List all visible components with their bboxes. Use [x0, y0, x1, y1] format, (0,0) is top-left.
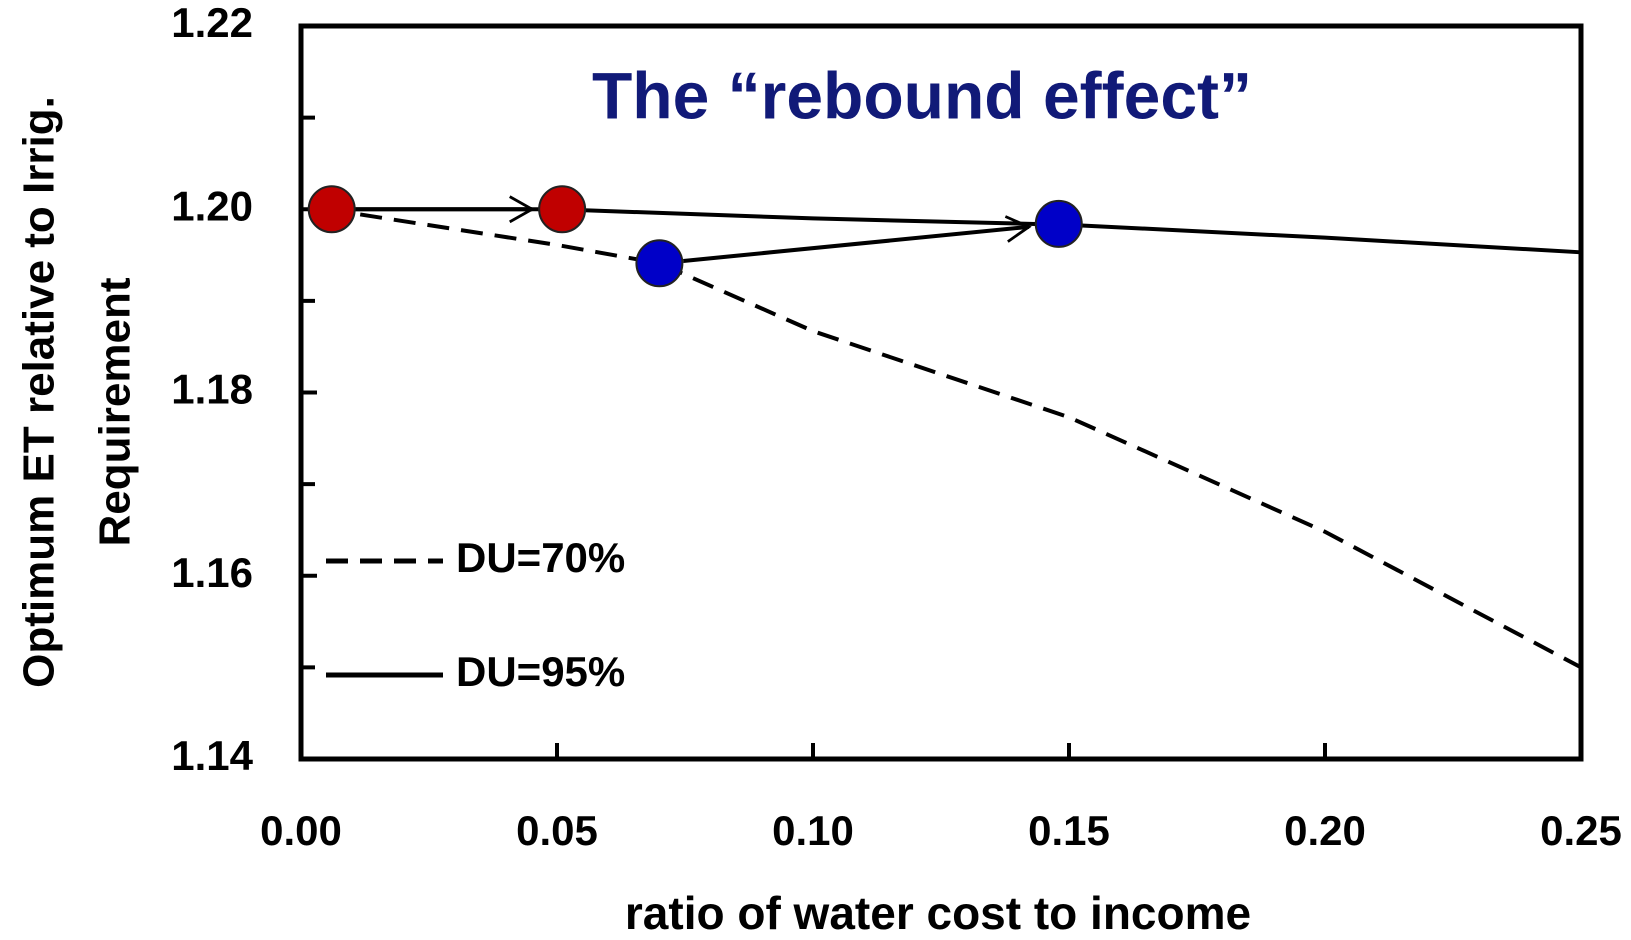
y-tick-label: 1.22 [171, 0, 253, 46]
arrow [683, 215, 1032, 263]
marker-point [635, 239, 684, 288]
y-tick-label: 1.14 [171, 732, 253, 779]
x-axis-label: ratio of water cost to income [625, 887, 1251, 939]
x-tick-label: 0.00 [260, 807, 342, 854]
line-series [326, 207, 1582, 255]
plot-frame [298, 23, 1584, 762]
y-axis-label: Optimum ET relative to Irrig. [15, 96, 64, 688]
line-series [326, 207, 1582, 670]
x-tick-label: 0.05 [516, 807, 598, 854]
marker-point [307, 185, 356, 234]
x-tick-label: 0.20 [1284, 807, 1366, 854]
y-tick-label: 1.20 [171, 182, 253, 229]
x-tick-label: 0.25 [1540, 807, 1622, 854]
chart-title: The “rebound effect” [592, 58, 1252, 132]
y-axis-label: Requirement [91, 277, 140, 546]
y-tick-label: 1.16 [171, 549, 253, 596]
x-tick-label: 0.10 [772, 807, 854, 854]
legend-label: DU=95% [456, 648, 625, 695]
marker-point [1034, 199, 1083, 248]
y-tick-label: 1.18 [171, 366, 253, 413]
legend-label: DU=70% [456, 534, 625, 581]
marker-point [538, 185, 587, 234]
x-tick-label: 0.15 [1028, 807, 1110, 854]
